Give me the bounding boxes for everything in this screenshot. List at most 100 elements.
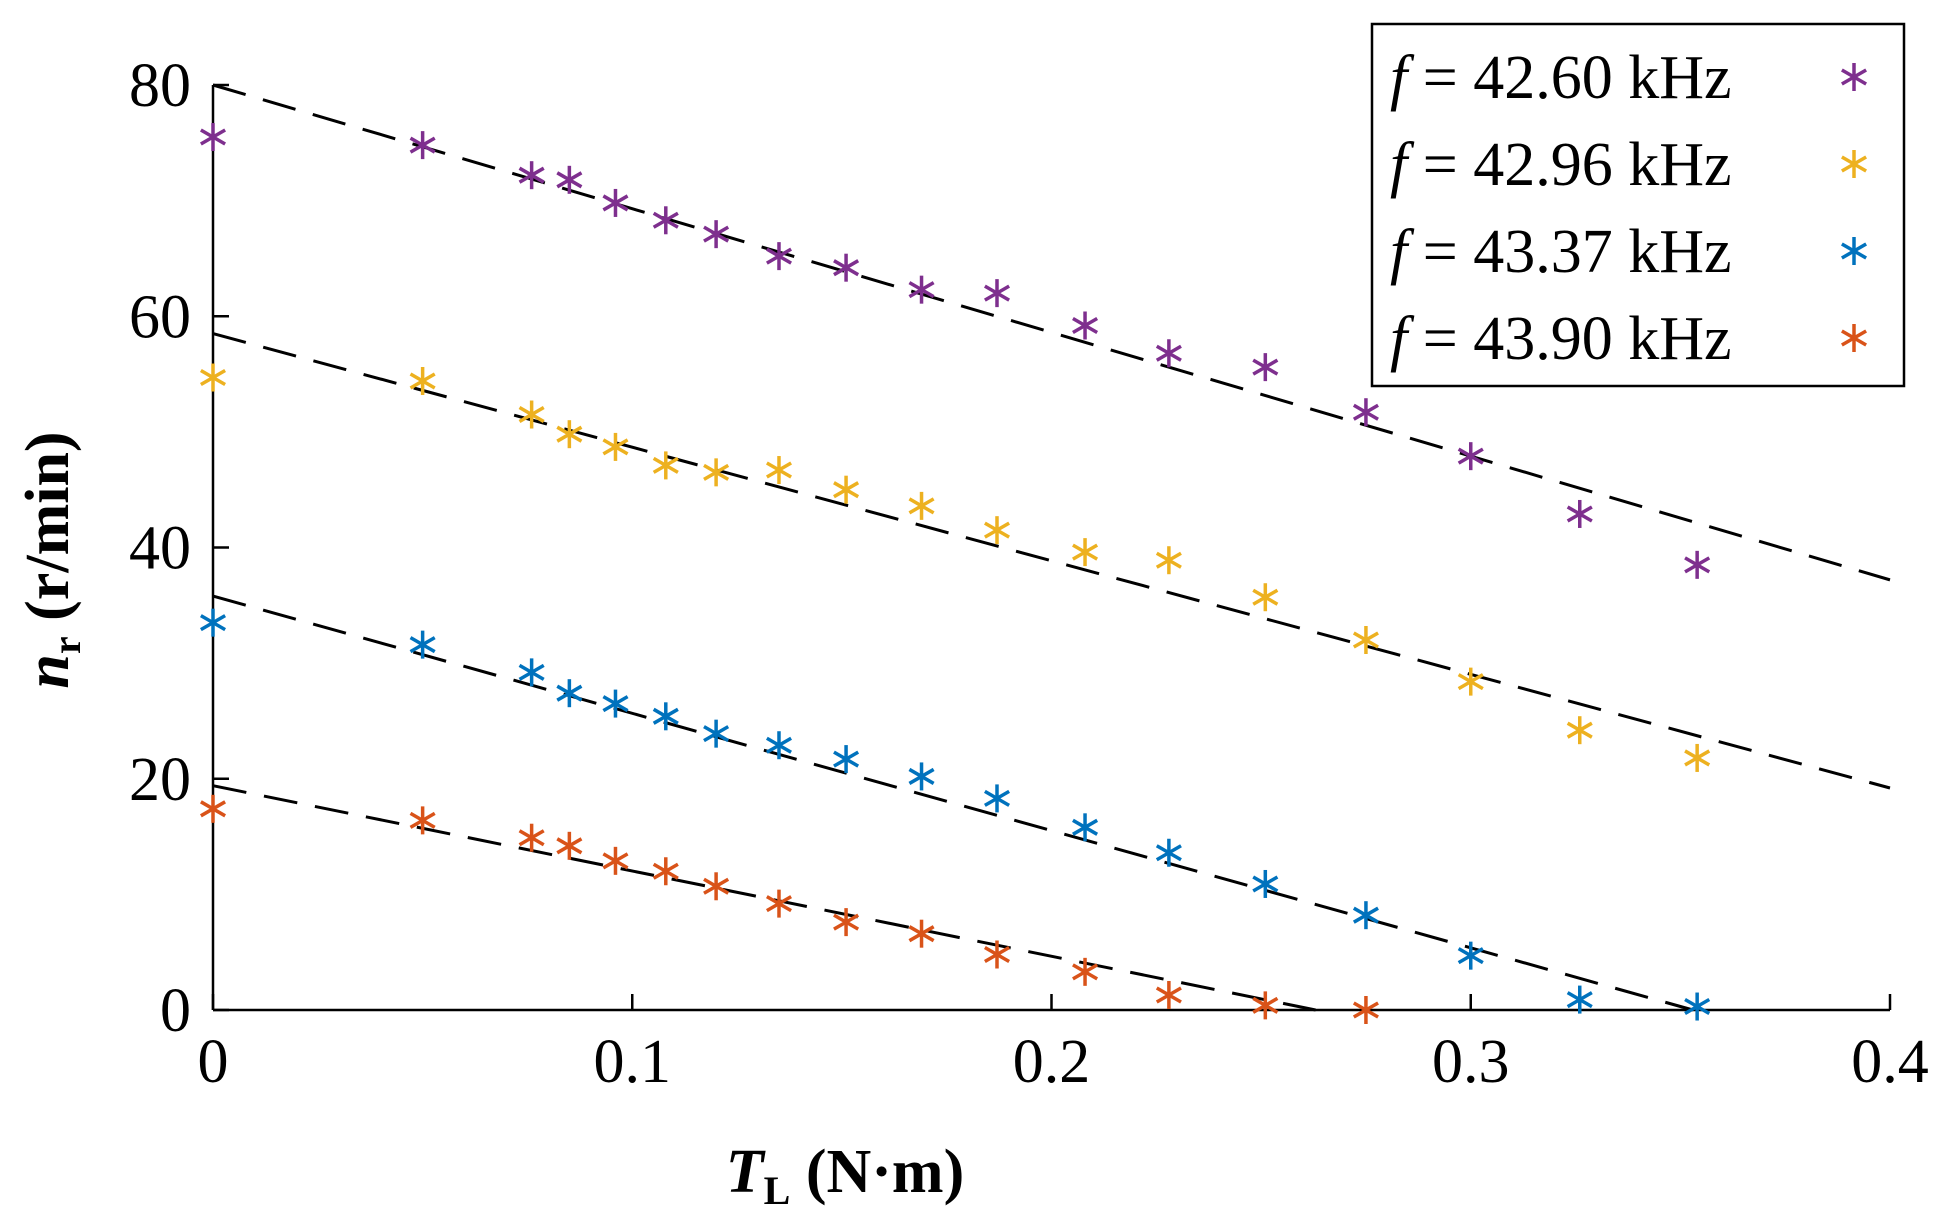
data-point-series-3 [652, 702, 679, 731]
data-point-series-3 [409, 630, 436, 659]
data-point-series-3 [1684, 992, 1711, 1021]
legend-label-series-2: f = 42.96 kHz [1390, 131, 1732, 199]
data-point-series-2 [518, 400, 545, 429]
fit-line-series-3 [212, 594, 1694, 1012]
y-axis-title-sub: r [44, 636, 89, 654]
data-point-series-1 [409, 131, 436, 160]
data-point-series-3 [1352, 901, 1379, 930]
data-point-series-2 [1684, 743, 1711, 772]
x-tick-label: 0 [198, 1028, 229, 1096]
data-point-series-2 [1566, 716, 1593, 745]
data-point-series-4 [518, 823, 545, 852]
legend-marker-series-1 [1841, 63, 1867, 91]
y-tick-label: 0 [160, 977, 191, 1045]
x-tick-label: 0.4 [1851, 1028, 1929, 1096]
data-point-series-3 [1072, 813, 1099, 842]
data-point-series-3 [703, 719, 730, 748]
data-point-series-4 [409, 806, 436, 835]
data-point-series-1 [1252, 353, 1279, 382]
x-axis-title-unit: (N·m) [790, 1138, 964, 1206]
data-point-series-2 [1252, 583, 1279, 612]
x-axis-title: TL (N·m) [726, 1138, 964, 1213]
data-point-series-3 [765, 731, 792, 760]
fit-line-series-2 [212, 332, 1891, 790]
data-point-series-2 [602, 432, 629, 461]
data-point-series-1 [1457, 442, 1484, 471]
legend: f = 42.60 kHz f = 42.96 kHz f = 43.37 kHz f… [1370, 22, 1906, 388]
data-point-series-1 [908, 275, 935, 304]
data-point-series-4 [833, 908, 860, 937]
legend-label-series-4: f = 43.90 kHz [1390, 305, 1732, 373]
data-point-series-4 [556, 831, 583, 860]
fit-line-series-4 [212, 784, 1316, 1012]
y-tick-label: 60 [129, 283, 191, 351]
data-point-series-1 [556, 165, 583, 194]
data-point-series-2 [1457, 667, 1484, 696]
legend-box [1370, 22, 1906, 388]
y-axis-title-unit: (r/min) [14, 431, 82, 636]
x-axis-title-sub: L [764, 1168, 791, 1213]
data-point-series-3 [1457, 941, 1484, 970]
data-point-series-1 [833, 253, 860, 282]
data-point-series-4 [983, 940, 1010, 969]
data-point-series-2 [652, 451, 679, 480]
data-point-series-2 [409, 367, 436, 395]
data-point-series-1 [1155, 339, 1182, 368]
data-point-series-4 [652, 857, 679, 886]
data-point-series-2 [1072, 538, 1099, 567]
y-tick-label: 40 [129, 515, 191, 583]
data-point-series-4 [200, 794, 226, 823]
data-point-series-4 [703, 872, 730, 901]
data-point-series-1 [652, 206, 679, 235]
data-point-series-1 [1566, 499, 1593, 528]
data-point-series-4 [908, 919, 935, 948]
data-point-series-3 [833, 745, 860, 774]
legend-marker-series-2 [1841, 150, 1867, 178]
data-point-series-2 [703, 458, 730, 487]
data-point-series-1 [983, 279, 1010, 308]
x-tick-label: 0.2 [1013, 1028, 1091, 1096]
data-point-series-2 [556, 420, 583, 449]
data-point-series-2 [908, 491, 935, 520]
y-tick-label: 80 [129, 52, 191, 120]
data-point-series-4 [602, 846, 629, 875]
x-tick-label: 0.3 [1432, 1028, 1510, 1096]
data-point-series-2 [1155, 546, 1182, 575]
data-point-series-1 [602, 188, 629, 217]
data-point-series-4 [1252, 991, 1279, 1020]
x-tick-label: 0.1 [594, 1028, 672, 1096]
data-point-series-1 [1684, 550, 1711, 579]
data-point-series-4 [1155, 980, 1182, 1009]
data-point-series-1 [1072, 311, 1099, 340]
data-point-series-1 [1352, 398, 1379, 427]
y-axis-title: nr (r/min) [14, 431, 89, 688]
data-point-series-4 [1352, 996, 1379, 1024]
data-point-series-1 [765, 242, 792, 271]
data-point-series-3 [200, 608, 226, 637]
data-point-series-3 [1252, 869, 1279, 898]
legend-label-series-3: f = 43.37 kHz [1390, 218, 1732, 286]
data-point-series-3 [602, 689, 629, 718]
data-point-series-3 [556, 679, 583, 708]
data-point-series-3 [518, 658, 545, 687]
data-point-series-3 [1155, 838, 1182, 867]
data-points [200, 123, 1711, 1024]
data-point-series-3 [1566, 985, 1593, 1014]
legend-marker-series-3 [1841, 237, 1867, 265]
data-point-series-1 [200, 123, 226, 152]
data-point-series-4 [765, 889, 792, 918]
data-point-series-2 [765, 456, 792, 485]
x-axis-title-main: T [726, 1138, 766, 1206]
data-point-series-2 [200, 363, 226, 392]
data-point-series-2 [833, 475, 860, 504]
data-point-series-1 [518, 161, 545, 190]
fit-line-series-1 [212, 83, 1891, 582]
data-point-series-4 [1072, 957, 1099, 986]
y-axis-title-main: n [14, 654, 82, 688]
data-point-series-1 [703, 220, 730, 249]
data-point-series-3 [983, 784, 1010, 813]
axes: 0 0.1 0.2 0.3 0.4 0 20 40 60 80 [129, 52, 1929, 1096]
data-point-series-2 [983, 516, 1010, 545]
data-point-series-3 [908, 762, 935, 791]
